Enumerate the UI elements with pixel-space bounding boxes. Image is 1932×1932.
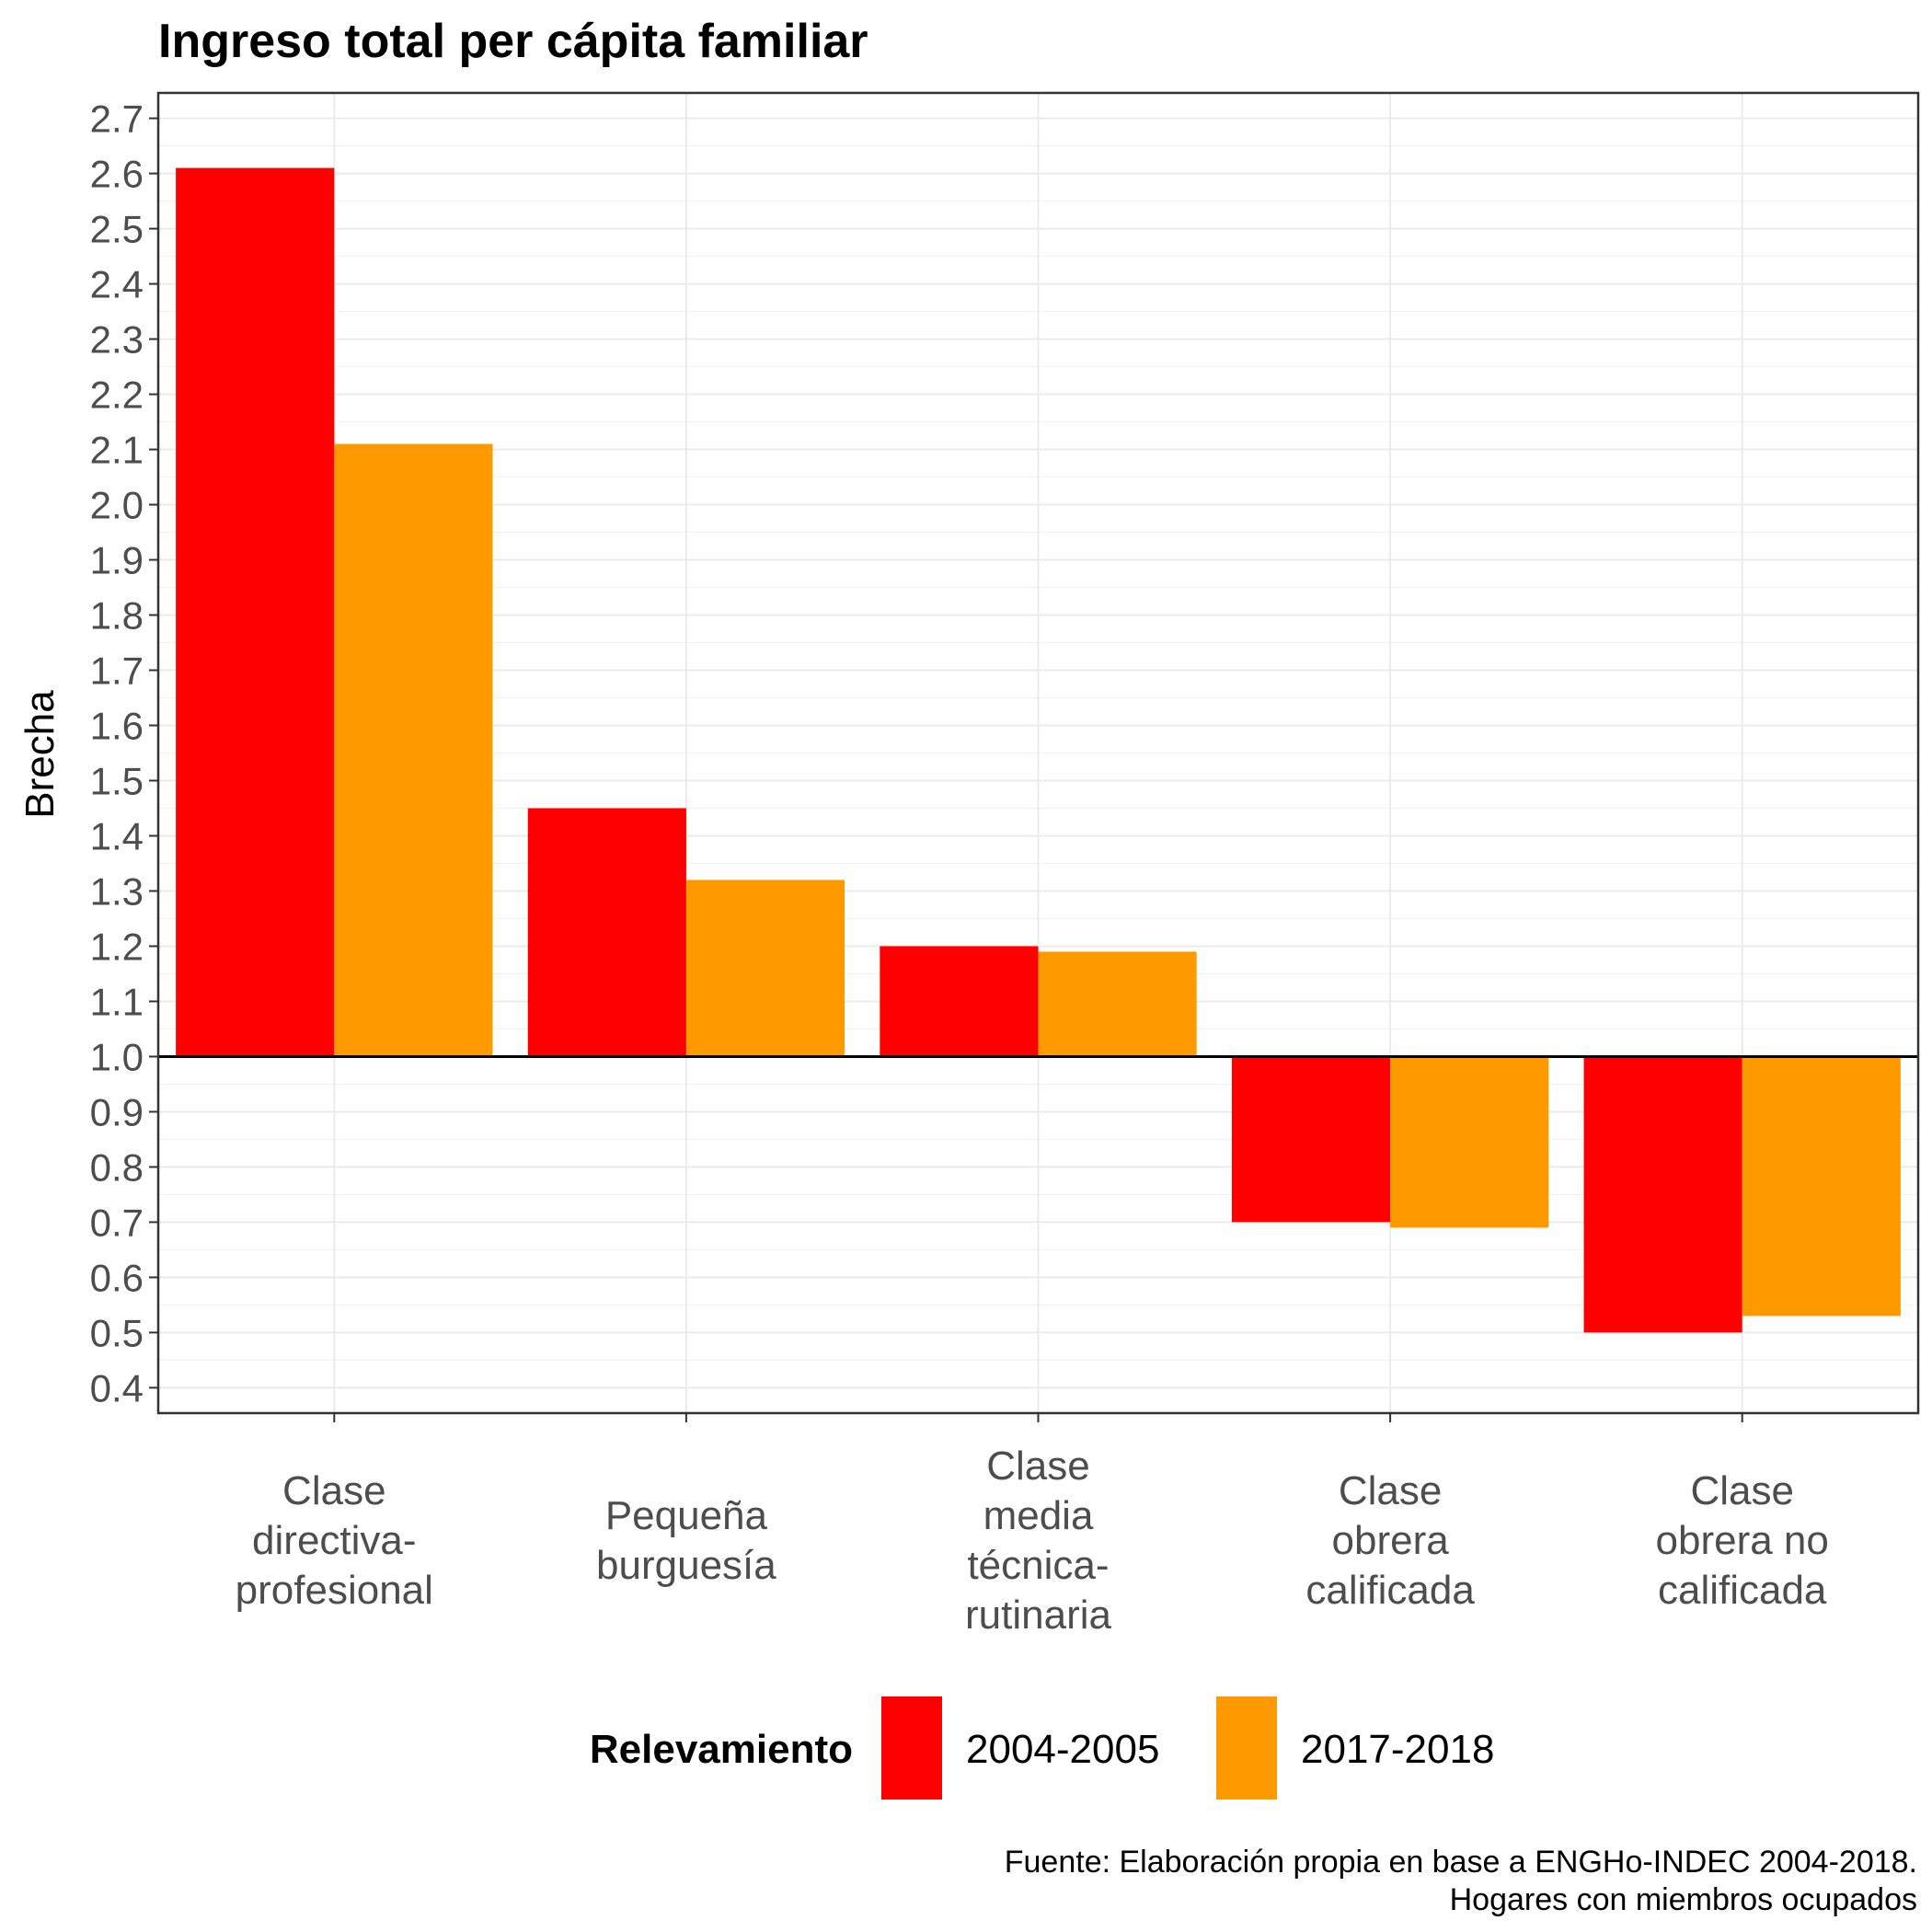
y-tick-label: 2.3 — [90, 318, 144, 362]
bar — [1038, 951, 1197, 1057]
y-tick-label: 1.6 — [90, 705, 144, 748]
y-tick-label: 1.0 — [90, 1035, 144, 1078]
y-tick-label: 1.5 — [90, 759, 144, 802]
bar — [1390, 1056, 1549, 1228]
x-tick-label: Clase obrera no calificada — [1656, 1468, 1829, 1613]
legend-label: 2004-2005 — [966, 1727, 1159, 1772]
y-tick-label: 1.7 — [90, 650, 144, 693]
bar — [880, 946, 1039, 1057]
axes: 0.4 0.5 0.6 0.7 0.8 0.9 1.0 1.1 1.2 1.3 1.4 1.5 1.6 1… — [90, 91, 1920, 1638]
x-tick-label: Clase directiva-profesional — [236, 1468, 433, 1613]
y-tick-label: 1.2 — [90, 925, 144, 968]
y-tick-label: 2.7 — [90, 98, 144, 141]
caption-line: Fuente: Elaboración propia en base a ENG… — [1005, 1845, 1917, 1880]
y-tick-label: 1.4 — [90, 814, 144, 857]
bar — [527, 808, 686, 1057]
y-tick-label: 0.7 — [90, 1201, 144, 1244]
y-axis-title: Brecha — [17, 690, 63, 819]
y-tick-label: 0.4 — [90, 1366, 144, 1409]
caption: Fuente: Elaboración propia en base a ENG… — [1005, 1845, 1917, 1917]
x-tick-label: Clase media técnica-rutinaria — [965, 1443, 1111, 1638]
legend-label: 2017-2018 — [1301, 1727, 1494, 1772]
y-tick-label: 1.9 — [90, 539, 144, 582]
chart-title: Ingreso total per cápita familiar — [158, 15, 868, 68]
bars — [158, 167, 1918, 1333]
bar — [685, 880, 845, 1057]
y-tick-label: 2.0 — [90, 484, 144, 527]
x-tick-label: Clase obrera calificada — [1305, 1468, 1475, 1613]
y-tick-label: 0.8 — [90, 1145, 144, 1189]
legend-title: Relevamiento — [590, 1727, 853, 1772]
y-tick-label: 0.6 — [90, 1256, 144, 1299]
bar — [1583, 1056, 1742, 1333]
bar — [334, 443, 493, 1057]
bar — [176, 167, 335, 1057]
y-tick-label: 2.6 — [90, 153, 144, 196]
y-tick-label: 1.3 — [90, 869, 144, 913]
y-tick-label: 2.2 — [90, 374, 144, 417]
x-tick-label: Pequeña burguesía — [596, 1493, 776, 1588]
bar — [1231, 1056, 1391, 1223]
y-tick-label: 2.4 — [90, 263, 144, 306]
y-tick-label: 0.9 — [90, 1090, 144, 1133]
y-tick-label: 2.5 — [90, 208, 144, 251]
y-tick-label: 2.1 — [90, 429, 144, 472]
legend-key — [1216, 1696, 1277, 1800]
y-tick-label: 1.8 — [90, 594, 144, 638]
caption-line: Hogares con miembros ocupados — [1450, 1882, 1917, 1917]
legend: Relevamiento 2004-2005 2017-2018 — [590, 1696, 1494, 1800]
bar — [1742, 1056, 1901, 1317]
y-tick-label: 0.5 — [90, 1311, 144, 1354]
y-tick-label: 1.1 — [90, 980, 144, 1023]
legend-key — [881, 1696, 942, 1800]
panel-border — [156, 91, 1920, 1415]
